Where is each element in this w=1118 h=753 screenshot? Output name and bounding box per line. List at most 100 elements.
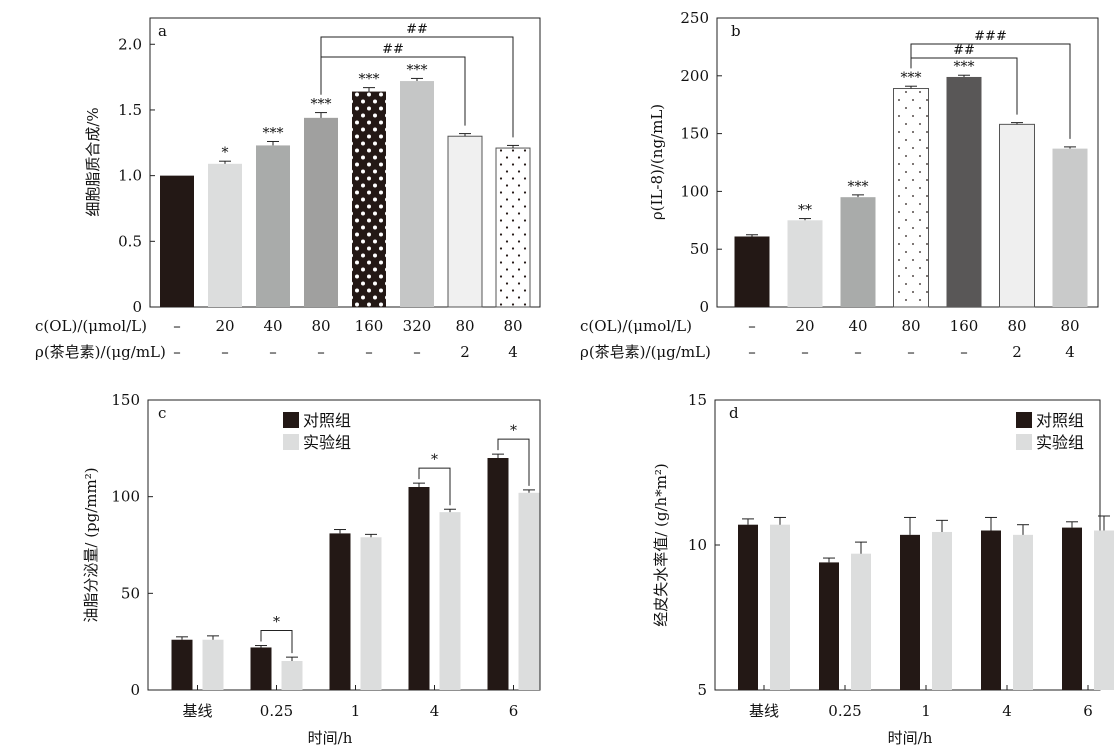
bracket-label: ## bbox=[953, 43, 975, 58]
legend-label: 实验组 bbox=[1036, 433, 1084, 452]
y-axis-label: 油脂分泌量/ (pg/mm²) bbox=[82, 467, 100, 622]
x-axis-label: 时间/h bbox=[308, 729, 353, 747]
condition-label-ol: 40 bbox=[263, 317, 282, 335]
x-tick-label: 基线 bbox=[749, 702, 779, 720]
condition-label-saponin: – bbox=[748, 343, 756, 361]
significance-label: *** bbox=[263, 125, 284, 141]
panel-b-chart: 0 50 100 150 200 250 b ρ(IL-8)/(ng/mL) – – ** 20 – **… bbox=[580, 9, 1099, 361]
bar bbox=[900, 534, 920, 690]
x-tick-label: 1 bbox=[921, 702, 931, 720]
panel-letter: d bbox=[729, 404, 739, 422]
significance-label: ** bbox=[798, 203, 812, 219]
y-axis-label: 经皮失水率值/ (g/h*m²) bbox=[652, 463, 670, 627]
y-tick-label: 50 bbox=[690, 240, 709, 258]
bar bbox=[495, 147, 531, 308]
bar bbox=[208, 163, 242, 307]
bar bbox=[1062, 527, 1082, 690]
condition-label-saponin: – bbox=[173, 343, 181, 361]
significance-bracket bbox=[260, 630, 293, 654]
bar bbox=[1013, 534, 1033, 690]
legend-swatch bbox=[283, 412, 299, 428]
bar bbox=[408, 487, 430, 690]
bar bbox=[1052, 148, 1088, 307]
condition-label-ol: 20 bbox=[215, 317, 234, 335]
bar bbox=[171, 639, 193, 690]
row-label-ol: c(OL)/(μmol/L) bbox=[35, 317, 147, 335]
bar bbox=[447, 135, 483, 308]
significance-label: *** bbox=[901, 70, 922, 86]
bar bbox=[840, 197, 876, 307]
legend-swatch bbox=[1016, 434, 1032, 450]
bar bbox=[932, 531, 952, 690]
bar bbox=[352, 91, 386, 308]
bracket-label: ## bbox=[406, 22, 428, 37]
y-tick-label: 50 bbox=[121, 584, 140, 602]
condition-label-saponin: 2 bbox=[460, 343, 470, 361]
legend-swatch bbox=[1016, 412, 1032, 428]
panel-letter: c bbox=[158, 404, 166, 422]
bar bbox=[281, 661, 303, 690]
condition-label-ol: 320 bbox=[403, 317, 432, 335]
condition-label-saponin: 4 bbox=[508, 343, 518, 361]
bar bbox=[160, 175, 194, 307]
significance-label: *** bbox=[954, 59, 975, 75]
y-tick-label: 10 bbox=[688, 536, 707, 554]
bar bbox=[1094, 530, 1114, 690]
bar bbox=[946, 76, 982, 308]
bar bbox=[329, 533, 351, 690]
bar bbox=[256, 145, 290, 307]
bar bbox=[819, 562, 839, 690]
condition-label-ol: 80 bbox=[311, 317, 330, 335]
y-axis-label: 细胞脂质合成/% bbox=[84, 107, 102, 216]
y-tick-label: 100 bbox=[111, 488, 140, 506]
significance-bracket bbox=[320, 56, 466, 126]
y-tick-label: 2.0 bbox=[118, 35, 142, 53]
condition-label-ol: 80 bbox=[901, 317, 920, 335]
condition-label-ol: 160 bbox=[355, 317, 384, 335]
bar bbox=[770, 524, 790, 690]
y-tick-label: 0.5 bbox=[118, 232, 142, 250]
condition-label-saponin: – bbox=[317, 343, 325, 361]
x-tick-label: 6 bbox=[1083, 702, 1093, 720]
condition-label-saponin: 2 bbox=[1012, 343, 1022, 361]
condition-label-saponin: – bbox=[269, 343, 277, 361]
bar bbox=[250, 647, 272, 690]
panel-letter: b bbox=[731, 22, 741, 40]
bar bbox=[400, 81, 434, 308]
condition-label-ol: 80 bbox=[503, 317, 522, 335]
legend-label: 对照组 bbox=[303, 411, 351, 430]
bar bbox=[851, 553, 871, 690]
condition-label-ol: 40 bbox=[848, 317, 867, 335]
significance-label: *** bbox=[311, 97, 332, 113]
bar bbox=[999, 123, 1035, 308]
condition-label-ol: 80 bbox=[1007, 317, 1026, 335]
plot-frame bbox=[149, 17, 541, 308]
row-label-saponin: ρ(茶皂素)/(μg/mL) bbox=[580, 343, 711, 361]
bar bbox=[202, 639, 224, 690]
y-tick-label: 5 bbox=[697, 681, 707, 699]
significance-label: *** bbox=[407, 62, 428, 78]
x-tick-label: 0.25 bbox=[260, 702, 293, 720]
y-tick-label: 250 bbox=[680, 9, 709, 27]
x-tick-label: 4 bbox=[1002, 702, 1012, 720]
x-tick-label: 0.25 bbox=[828, 702, 861, 720]
x-tick-label: 6 bbox=[509, 702, 519, 720]
y-axis-label: ρ(IL-8)/(ng/mL) bbox=[648, 104, 666, 220]
significance-label: *** bbox=[848, 179, 869, 195]
significance-label: * bbox=[510, 423, 517, 439]
bar bbox=[734, 236, 770, 307]
x-tick-label: 1 bbox=[351, 702, 361, 720]
y-tick-label: 15 bbox=[688, 391, 707, 409]
significance-bracket bbox=[497, 438, 530, 486]
significance-bracket bbox=[910, 43, 1071, 139]
significance-bracket bbox=[910, 57, 1018, 115]
y-tick-label: 150 bbox=[111, 391, 140, 409]
bar bbox=[893, 88, 929, 308]
bar bbox=[981, 530, 1001, 690]
legend-label: 实验组 bbox=[303, 433, 351, 452]
condition-label-saponin: – bbox=[413, 343, 421, 361]
condition-label-saponin: – bbox=[907, 343, 915, 361]
panel-d-chart: 5 10 15 d 经皮失水率值/ (g/h*m²) 基线 0.25 1 4 6 对照组实验组时间/… bbox=[652, 391, 1114, 747]
bar bbox=[439, 512, 461, 690]
